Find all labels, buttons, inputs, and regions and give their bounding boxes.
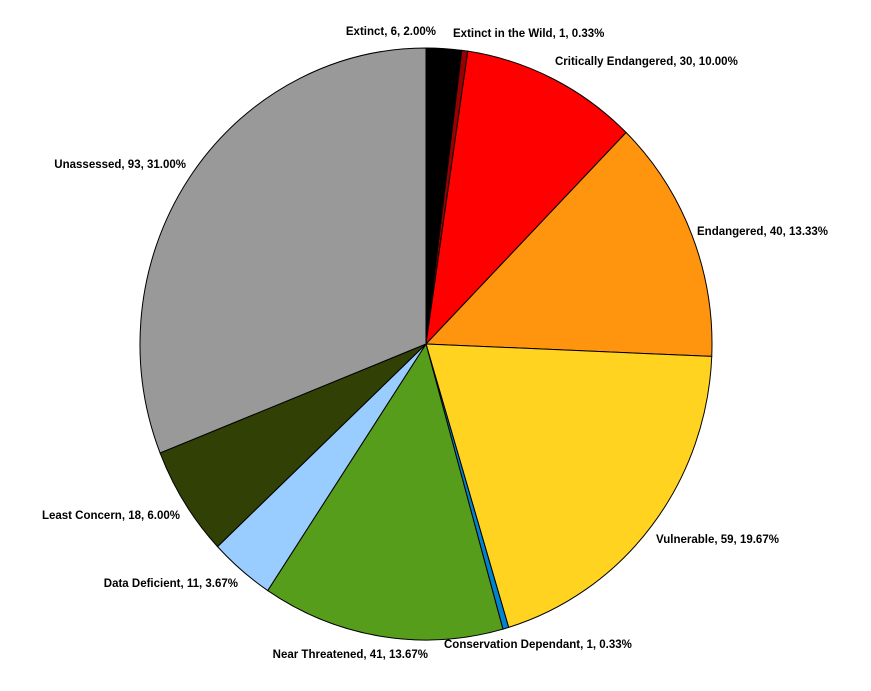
pie-slice	[424, 131, 713, 357]
slice-label: Unassessed, 93, 31.00%	[54, 159, 186, 171]
slice-label: Extinct, 6, 2.00%	[346, 26, 436, 38]
slice-label: Extinct in the Wild, 1, 0.33%	[453, 28, 604, 40]
pie-slice	[425, 343, 713, 628]
slice-label: Critically Endangered, 30, 10.00%	[555, 56, 738, 68]
slice-label: Data Deficient, 11, 3.67%	[104, 578, 238, 590]
slice-label: Endangered, 40, 13.33%	[697, 226, 828, 238]
slice-label: Vulnerable, 59, 19.67%	[656, 534, 779, 546]
pie-slice	[139, 47, 427, 454]
slice-label: Least Concern, 18, 6.00%	[42, 510, 180, 522]
slice-label: Near Threatened, 41, 13.67%	[273, 649, 428, 661]
pie-slice	[267, 342, 504, 641]
slice-label: Conservation Dependant, 1, 0.33%	[444, 639, 632, 651]
pie-slice	[425, 50, 627, 346]
